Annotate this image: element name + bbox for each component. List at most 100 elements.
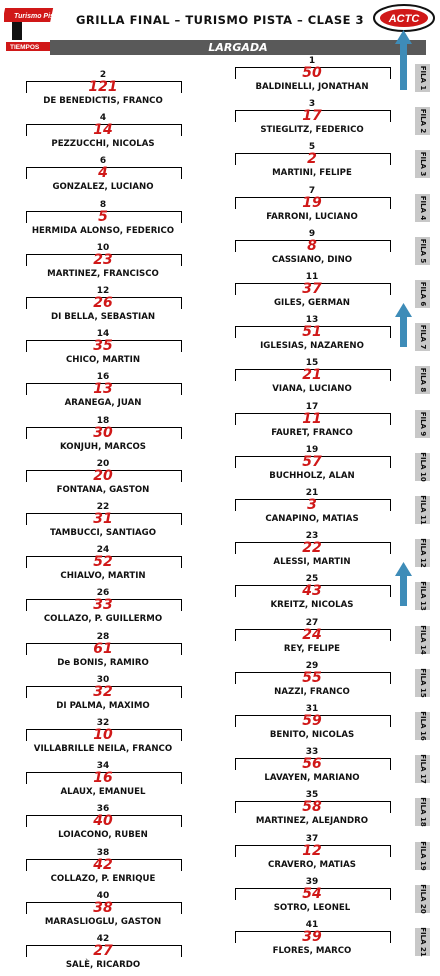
driver-name: BUCHHOLZ, ALAN: [269, 470, 355, 481]
grid-slot-bracket: [26, 167, 182, 180]
driver-name: MARTINEZ, ALEJANDRO: [255, 816, 369, 827]
driver-name: FLORES, MARCO: [272, 946, 352, 956]
grid-slot-bracket: [235, 239, 391, 252]
driver-name: DI PALMA, MAXIMO: [56, 700, 150, 711]
driver-name: ALESSI, MARTIN: [273, 557, 351, 568]
grid-position: 19: [305, 444, 319, 455]
largada-bar: LARGADA: [50, 40, 426, 55]
grid-position: 33: [305, 747, 319, 758]
car-number: 30: [93, 424, 113, 441]
grid-position: 12: [96, 286, 110, 296]
row-label: FILA 12: [415, 538, 430, 568]
grid-position: 20: [96, 458, 110, 469]
row-label: FILA 13: [415, 582, 430, 611]
car-number: 13: [93, 381, 113, 398]
grid-position: 28: [96, 631, 110, 642]
row-label: FILA 14: [415, 624, 430, 655]
grid-slot-bracket: [26, 642, 182, 655]
grid-position: 39: [305, 876, 319, 887]
grid-slot-bracket: [26, 81, 182, 93]
car-number: 17: [302, 108, 322, 125]
grid-slot-bracket: [26, 901, 182, 914]
row-label-text: FILA 5: [418, 238, 427, 264]
row-label: FILA 8: [415, 366, 430, 395]
grid-slot-bracket: [26, 599, 182, 612]
row-label-text: FILA 8: [418, 368, 427, 393]
car-number: 11: [302, 410, 322, 427]
grid-position: 9: [308, 228, 316, 239]
grid-position: 7: [308, 185, 316, 196]
grid-position: 36: [96, 804, 110, 815]
grid-slot-bracket: [26, 945, 182, 957]
car-number: 58: [302, 799, 322, 816]
grid-slot-bracket: [235, 585, 391, 598]
car-number: 33: [93, 597, 113, 614]
grid-position: 38: [96, 847, 110, 858]
row-label-text: FILA 14: [418, 624, 427, 655]
car-number: 59: [302, 713, 322, 729]
grid-position: 37: [305, 833, 319, 844]
grid-position: 4: [99, 113, 107, 124]
driver-name: HERMIDA ALONSO, FEDERICO: [31, 225, 175, 236]
driver-name: SOTRO, LEONEL: [273, 902, 351, 913]
grid-position: 14: [96, 329, 110, 340]
driver-name: GONZALEZ, LUCIANO: [52, 182, 154, 193]
car-number: 51: [302, 324, 322, 341]
svg-text:TIEMPOS: TIEMPOS: [10, 44, 40, 51]
grid-slot-bracket: [26, 513, 182, 525]
car-number: 50: [302, 65, 322, 81]
driver-name: FARRONI, LUCIANO: [266, 211, 358, 222]
row-label: FILA 16: [415, 711, 430, 741]
driver-name: DE BENEDICTIS, FRANCO: [43, 96, 163, 106]
largada-label: LARGADA: [208, 41, 268, 54]
grid-position: 13: [305, 315, 319, 326]
grid-slot-bracket: [26, 124, 182, 137]
grid-position: 2: [99, 70, 107, 80]
driver-name: REY, FELIPE: [283, 643, 341, 654]
driver-name: DI BELLA, SEBASTIAN: [50, 312, 156, 322]
row-label-text: FILA 15: [418, 668, 427, 698]
grid-position: 1: [308, 56, 316, 66]
grid-slot-bracket: [26, 815, 182, 828]
grid-position: 26: [96, 588, 110, 599]
car-number: 57: [302, 453, 322, 470]
grid-position: 22: [96, 502, 110, 512]
driver-name: NAZZI, FRANCO: [274, 686, 350, 697]
car-number: 54: [302, 885, 322, 902]
row-label-text: FILA 10: [418, 452, 427, 482]
car-number: 56: [302, 756, 322, 773]
grid-slot-bracket: [235, 801, 391, 814]
grid-slot-bracket: [26, 253, 182, 266]
grid-position: 24: [96, 545, 110, 556]
row-label: FILA 10: [415, 452, 430, 482]
up-arrow-icon: [395, 30, 412, 90]
driver-name: VILLABRILLE NEILA, FRANCO: [33, 744, 173, 754]
grid-slot-bracket: [235, 628, 391, 641]
grid-slot-bracket: [235, 196, 391, 209]
grid-slot-bracket: [235, 758, 391, 771]
grid-slot-bracket: [26, 729, 182, 741]
driver-name: VIANA, LUCIANO: [272, 384, 352, 395]
grid-position: 29: [305, 660, 319, 671]
car-number: 31: [93, 511, 113, 527]
driver-name: GILES, GERMAN: [274, 298, 350, 308]
car-number: 26: [93, 295, 113, 311]
grid-position: 31: [305, 704, 319, 714]
car-number: 121: [88, 79, 118, 95]
driver-name: CASSIANO, DINO: [271, 254, 353, 265]
grid-position: 25: [305, 574, 319, 585]
grid-position: 15: [305, 358, 319, 369]
grid-position: 41: [305, 920, 319, 930]
row-label: FILA 4: [415, 193, 430, 222]
driver-name: BALDINELLI, JONATHAN: [255, 82, 369, 92]
grid-position: 16: [96, 372, 110, 383]
driver-name: LOIACONO, RUBEN: [58, 830, 148, 841]
car-number: 5: [98, 208, 108, 225]
grid-slot-bracket: [26, 426, 182, 439]
grid-position: 40: [96, 890, 110, 901]
row-label-text: FILA 6: [418, 281, 427, 307]
driver-name: COLLAZO, P. GUILLERMO: [43, 614, 163, 625]
grid-slot-bracket: [235, 715, 391, 727]
driver-name: IGLESIAS, NAZARENO: [260, 341, 364, 352]
car-number: 2: [307, 151, 317, 168]
